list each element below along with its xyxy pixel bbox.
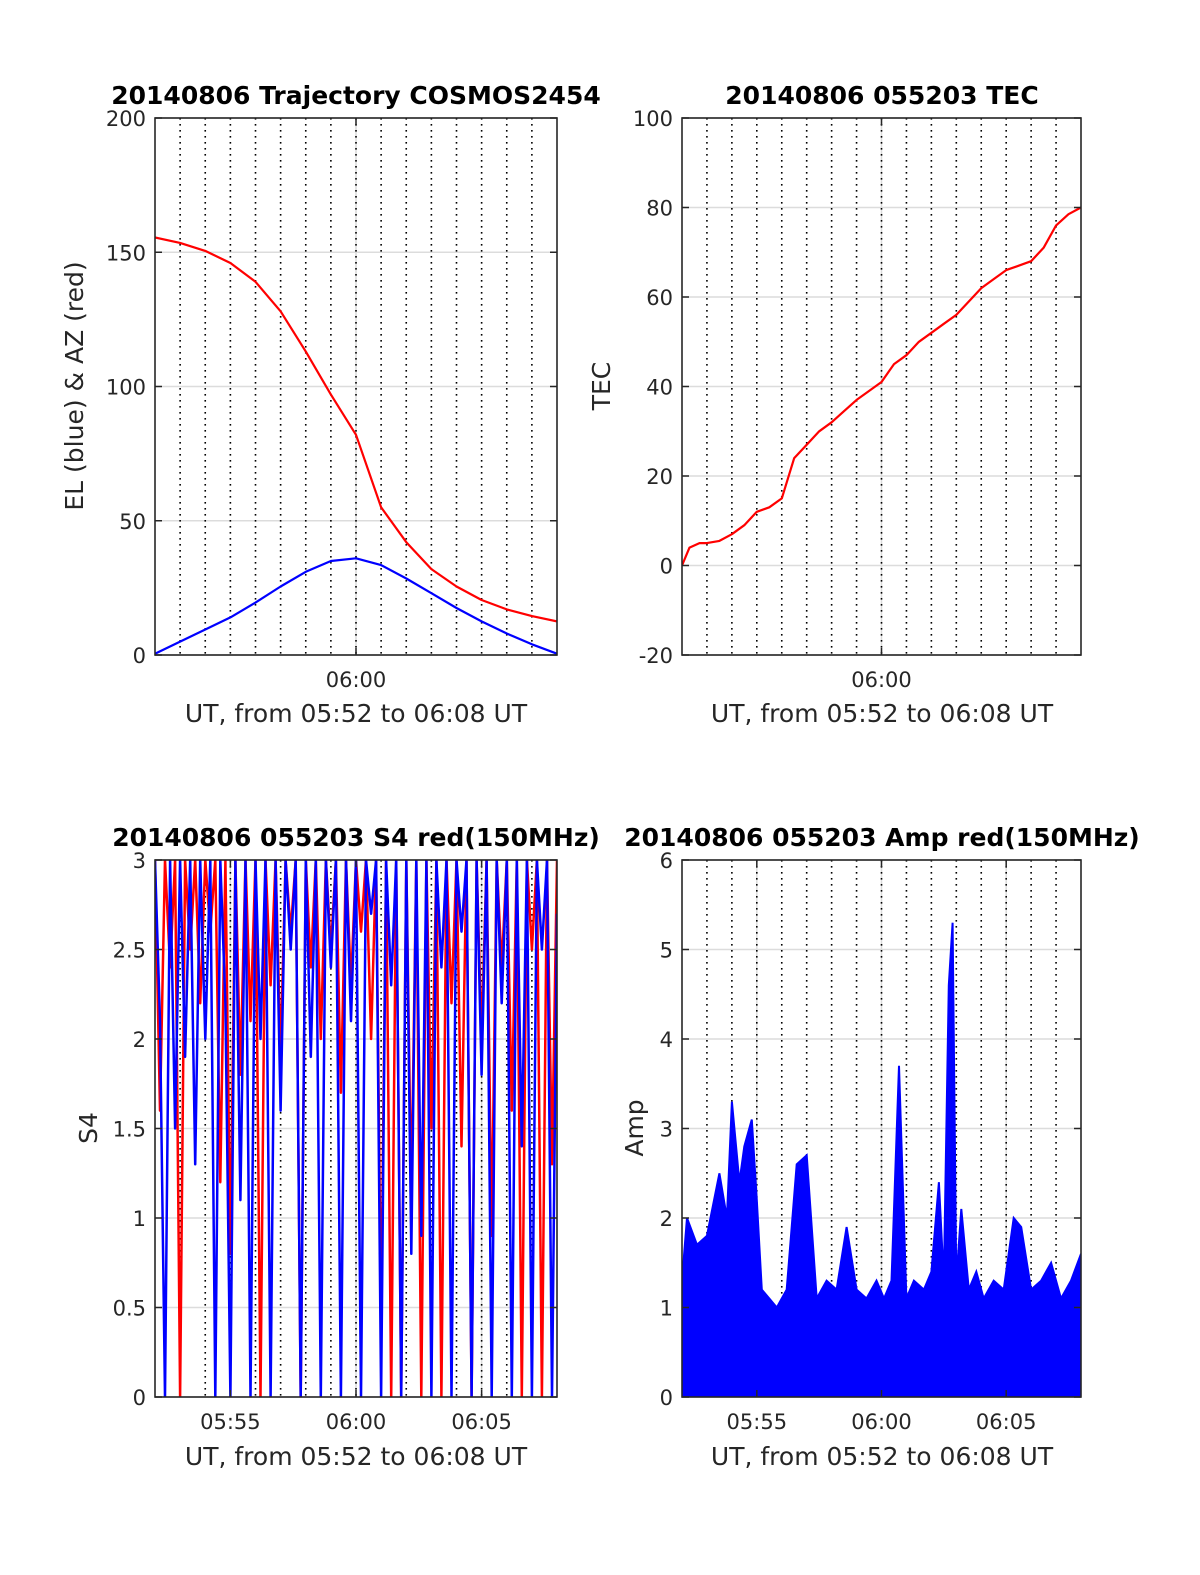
y-tick-label: 2.5: [113, 939, 146, 963]
y-tick-label: 3: [660, 1118, 673, 1142]
x-axis-label: UT, from 05:52 to 06:08 UT: [711, 1442, 1054, 1471]
x-tick-label: 06:00: [851, 1410, 912, 1434]
y-tick-label: 3: [133, 849, 146, 873]
y-tick-label: 0: [660, 555, 673, 579]
panel-s4: 20140806 055203 S4 red(150MHz) UT, from …: [74, 823, 600, 1471]
y-tick-label: 80: [646, 197, 673, 221]
y-tick-label: 1: [133, 1207, 146, 1231]
panel-trajectory: 20140806 Trajectory COSMOS2454 UT, from …: [60, 81, 601, 728]
y-axis-label: EL (blue) & AZ (red): [60, 261, 89, 510]
y-tick-label: 4: [660, 1028, 673, 1052]
x-axis-label: UT, from 05:52 to 06:08 UT: [185, 1442, 528, 1471]
chart-title: 20140806 055203 TEC: [725, 81, 1038, 110]
y-tick-label: 100: [106, 376, 146, 400]
x-tick-label: 06:00: [326, 668, 387, 692]
chart-title: 20140806 055203 S4 red(150MHz): [112, 823, 600, 852]
y-tick-label: 0.5: [113, 1297, 146, 1321]
x-tick-label: 06:05: [976, 1410, 1037, 1434]
y-tick-label: 0: [133, 644, 146, 668]
y-tick-label: 20: [646, 465, 673, 489]
x-axis-label: UT, from 05:52 to 06:08 UT: [185, 699, 528, 728]
plot-area: [682, 206, 1081, 566]
y-tick-label: 50: [119, 510, 146, 534]
y-tick-label: -20: [639, 644, 673, 668]
panel-tec: 20140806 055203 TEC UT, from 05:52 to 06…: [587, 81, 1082, 728]
plot-area: [155, 236, 557, 655]
y-tick-label: 40: [646, 376, 673, 400]
x-tick-label: 06:00: [326, 1410, 387, 1434]
y-tick-label: 60: [646, 286, 673, 310]
plot-area: [155, 860, 557, 1397]
y-tick-label: 2: [133, 1028, 146, 1052]
x-tick-label: 05:55: [200, 1410, 261, 1434]
y-tick-label: 5: [660, 939, 673, 963]
y-tick-label: 2: [660, 1207, 673, 1231]
y-tick-label: 150: [106, 241, 146, 265]
y-tick-label: 200: [106, 107, 146, 131]
series-line-1: [155, 860, 557, 1397]
y-tick-label: 0: [660, 1386, 673, 1410]
x-tick-label: 06:00: [851, 668, 912, 692]
series-line-0: [682, 206, 1081, 566]
series-line-1: [155, 557, 557, 655]
panel-amp: 20140806 055203 Amp red(150MHz) UT, from…: [620, 823, 1140, 1471]
y-axis-label: S4: [74, 1112, 103, 1144]
chart-title: 20140806 Trajectory COSMOS2454: [111, 81, 601, 110]
chart-title: 20140806 055203 Amp red(150MHz): [624, 823, 1140, 852]
y-axis-label: Amp: [620, 1099, 649, 1156]
x-tick-label: 05:55: [727, 1410, 788, 1434]
x-axis-label: UT, from 05:52 to 06:08 UT: [711, 699, 1054, 728]
amp-envelope: [682, 922, 1081, 1397]
series-line-0: [155, 236, 557, 623]
y-tick-label: 1.5: [113, 1118, 146, 1142]
y-tick-label: 100: [633, 107, 673, 131]
y-tick-label: 0: [133, 1386, 146, 1410]
plot-area: [682, 922, 1081, 1397]
y-axis-label: TEC: [587, 362, 616, 412]
y-tick-label: 6: [660, 849, 673, 873]
x-tick-label: 06:05: [451, 1410, 512, 1434]
y-tick-label: 1: [660, 1297, 673, 1321]
